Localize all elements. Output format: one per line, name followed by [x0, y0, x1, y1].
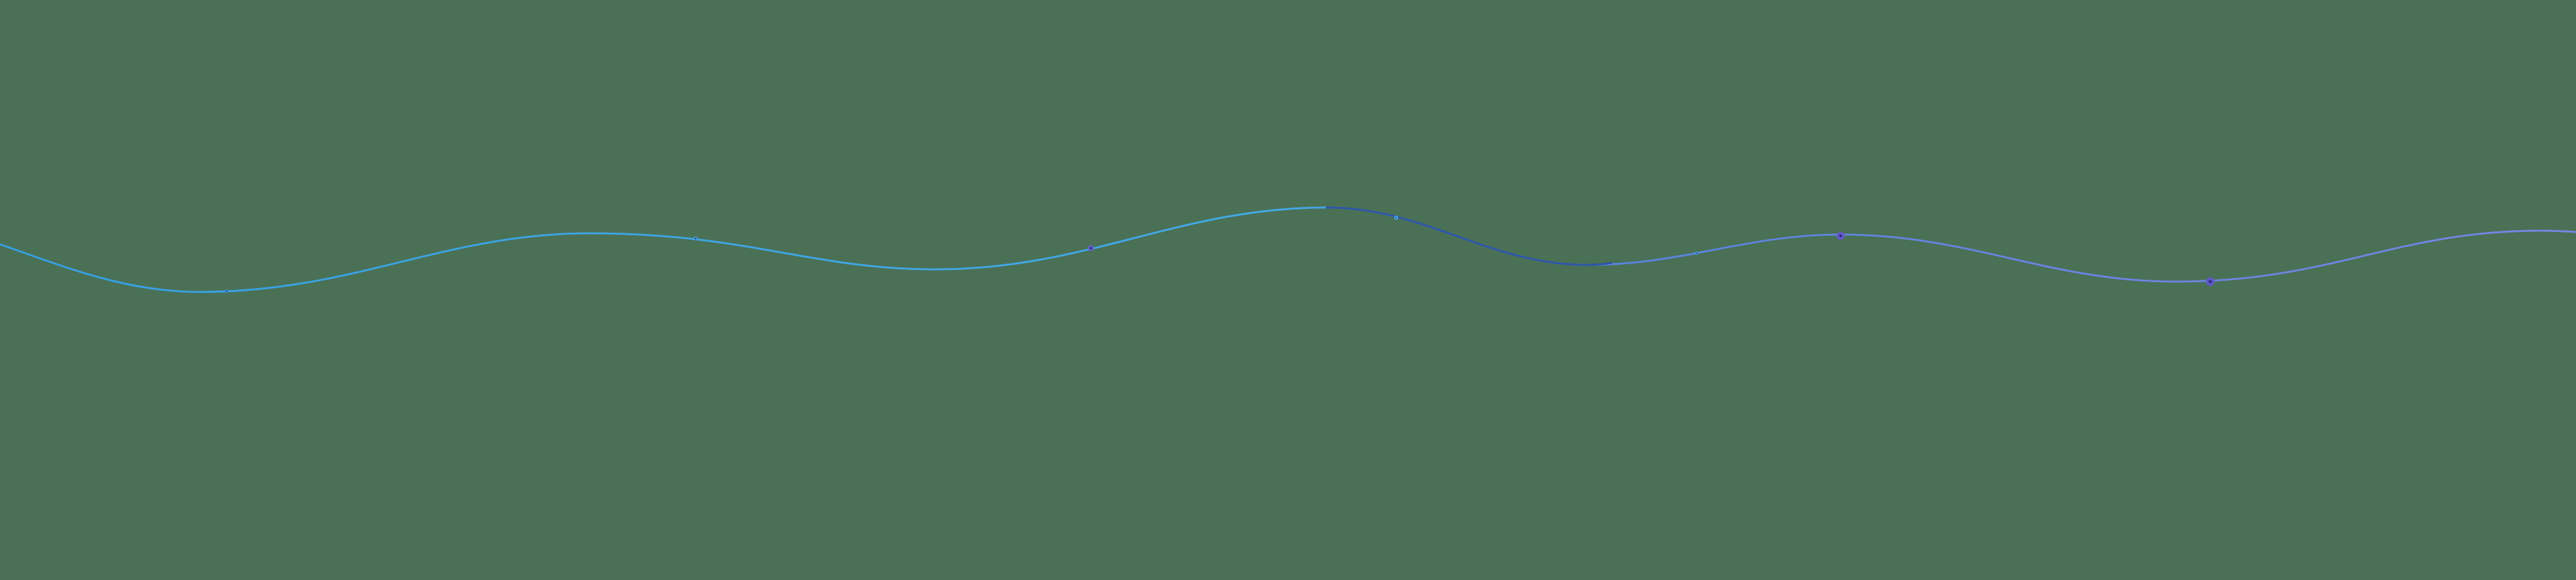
trend-line: [0, 206, 2576, 293]
trend-line-group: [0, 206, 2576, 293]
data-point-marker-center: [1395, 217, 1397, 219]
data-point-marker-center: [225, 290, 228, 293]
data-point-marker-center: [694, 237, 697, 240]
data-point-marker-center: [1695, 252, 1698, 255]
trend-line-dark-segment: [1325, 206, 1613, 266]
data-point-marker-center: [1839, 234, 1842, 238]
data-point-marker-center: [2208, 280, 2212, 284]
data-point-markers-group: [225, 215, 2215, 293]
data-point-marker-center: [1090, 247, 1092, 249]
